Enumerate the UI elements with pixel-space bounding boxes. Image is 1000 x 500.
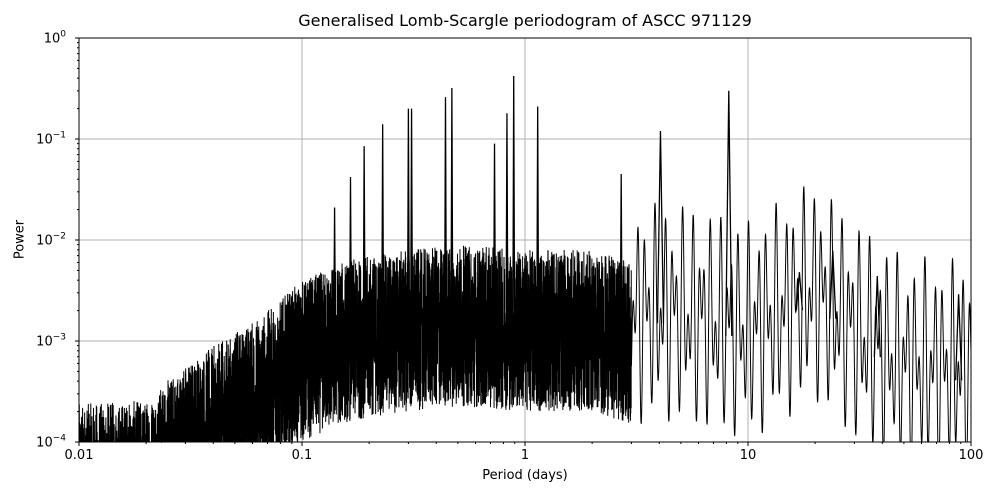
x-tick-label: 100: [958, 448, 984, 463]
y-tick-label: 10−3: [36, 332, 66, 350]
peak: [362, 146, 366, 318]
peak: [619, 174, 623, 320]
peak: [829, 250, 837, 319]
x-tick-label: 0.1: [291, 448, 313, 463]
peak: [444, 97, 447, 307]
x-tick-label: 10: [739, 448, 757, 463]
peak: [954, 294, 963, 381]
peak: [493, 143, 496, 309]
peak: [512, 76, 516, 310]
y-tick-label: 10−4: [36, 433, 66, 451]
y-tick-label: 100: [43, 29, 66, 47]
peak: [406, 108, 410, 311]
peak: [410, 108, 414, 311]
x-tick-label: 1: [520, 448, 530, 463]
peak: [536, 106, 540, 311]
peak: [656, 130, 665, 324]
peak: [381, 124, 385, 315]
peak: [725, 90, 733, 336]
x-tick-label: 0.01: [64, 448, 94, 463]
peak: [873, 275, 881, 358]
peak: [505, 113, 509, 310]
x-axis-label: Period (days): [482, 468, 568, 483]
peak: [450, 87, 454, 307]
chart-title: Generalised Lomb-Scargle periodogram of …: [298, 11, 752, 30]
peak: [795, 272, 804, 311]
y-tick-label: 10−1: [36, 130, 66, 148]
axis-ticks: [75, 37, 972, 446]
peak: [333, 207, 337, 327]
y-tick-label: 10−2: [36, 231, 66, 249]
peak: [349, 177, 352, 321]
y-axis-label: Power: [12, 219, 28, 260]
